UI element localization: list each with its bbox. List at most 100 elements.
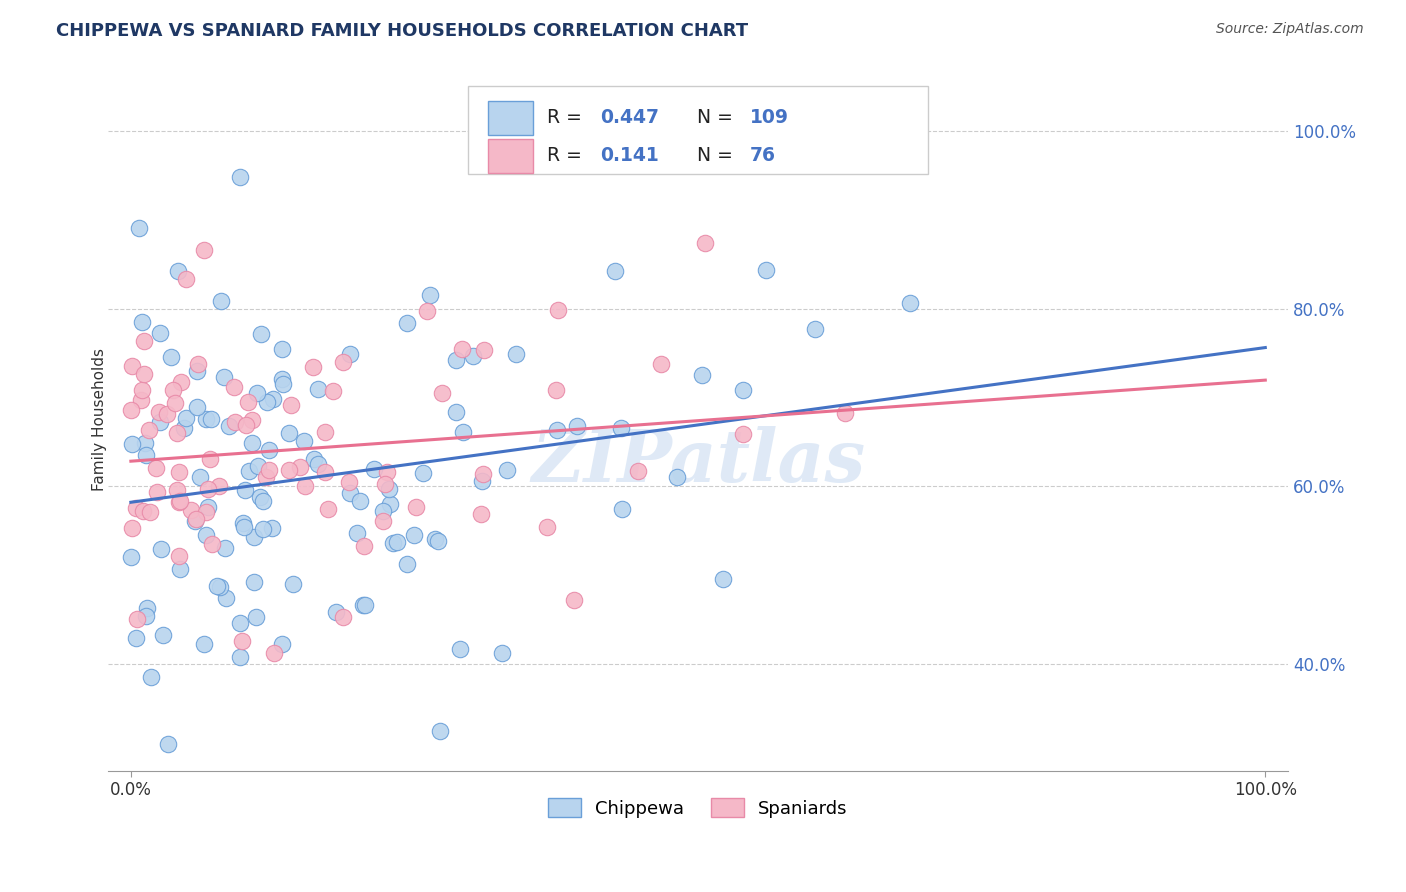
Point <box>208 478 231 492</box>
Point <box>186 512 208 526</box>
Point <box>461 350 484 364</box>
Point <box>314 425 336 440</box>
Point <box>432 386 454 401</box>
Point <box>301 360 323 375</box>
Point <box>339 347 361 361</box>
Point <box>193 637 215 651</box>
Point <box>131 383 153 397</box>
Point <box>132 503 155 517</box>
Point <box>201 536 224 550</box>
Point <box>128 221 150 235</box>
Point <box>314 466 336 480</box>
Text: 76: 76 <box>749 146 776 165</box>
Point <box>416 303 439 318</box>
Point <box>121 436 143 450</box>
Point <box>412 466 434 480</box>
Point <box>145 461 167 475</box>
Point <box>650 357 672 371</box>
Point <box>224 416 246 430</box>
Point <box>259 463 281 477</box>
Point <box>148 415 170 429</box>
Point <box>294 479 316 493</box>
Point <box>120 402 142 417</box>
FancyBboxPatch shape <box>468 86 928 174</box>
Text: ZIPatlas: ZIPatlas <box>531 426 865 497</box>
Point <box>166 426 188 441</box>
Point <box>307 457 329 471</box>
Point <box>257 442 280 457</box>
Point <box>139 670 162 684</box>
Point <box>246 385 269 400</box>
Point <box>405 500 427 514</box>
Point <box>121 520 143 534</box>
Point <box>134 367 156 381</box>
Point <box>232 516 254 530</box>
Point <box>200 452 222 467</box>
Point <box>256 394 278 409</box>
Point <box>205 579 228 593</box>
Point <box>349 494 371 508</box>
Point <box>603 264 626 278</box>
Point <box>731 426 754 441</box>
Point <box>240 413 263 427</box>
Point <box>496 463 519 477</box>
Point <box>385 535 408 549</box>
Point <box>231 634 253 648</box>
Point <box>238 464 260 478</box>
Point <box>250 326 273 341</box>
Point <box>208 580 231 594</box>
Point <box>245 610 267 624</box>
Point <box>354 598 377 612</box>
Point <box>427 534 450 549</box>
Point <box>363 462 385 476</box>
Point <box>378 482 401 496</box>
Point <box>167 465 190 479</box>
Point <box>396 317 419 331</box>
Point <box>337 475 360 489</box>
Point <box>149 542 172 557</box>
Point <box>371 514 394 528</box>
Point <box>132 334 155 348</box>
Point <box>169 494 191 508</box>
Point <box>692 368 714 383</box>
Point <box>755 262 778 277</box>
Point <box>136 601 159 615</box>
Point <box>626 464 648 478</box>
Point <box>174 272 197 286</box>
Point <box>277 425 299 440</box>
Point <box>146 484 169 499</box>
Point <box>263 646 285 660</box>
Point <box>544 383 567 397</box>
Point <box>374 476 396 491</box>
Point <box>474 343 496 358</box>
Point <box>491 646 513 660</box>
Point <box>214 541 236 555</box>
Point <box>565 419 588 434</box>
Point <box>395 558 418 572</box>
Point <box>834 406 856 420</box>
Point <box>197 500 219 514</box>
Point <box>322 384 344 398</box>
Point <box>149 326 172 341</box>
Point <box>240 436 263 450</box>
Point <box>546 423 568 437</box>
Point <box>444 404 467 418</box>
Point <box>156 407 179 421</box>
Point <box>197 482 219 496</box>
Point <box>243 574 266 589</box>
Point <box>120 549 142 564</box>
Point <box>505 346 527 360</box>
Text: 109: 109 <box>749 108 789 128</box>
Text: N =: N = <box>697 108 738 128</box>
Point <box>169 562 191 576</box>
Point <box>804 322 827 336</box>
Point <box>339 486 361 500</box>
Text: N =: N = <box>697 146 738 165</box>
Point <box>173 421 195 435</box>
Point <box>288 460 311 475</box>
Point <box>125 631 148 645</box>
Point <box>186 400 208 414</box>
Y-axis label: Family Households: Family Households <box>93 348 107 491</box>
Point <box>693 236 716 251</box>
Point <box>229 649 252 664</box>
